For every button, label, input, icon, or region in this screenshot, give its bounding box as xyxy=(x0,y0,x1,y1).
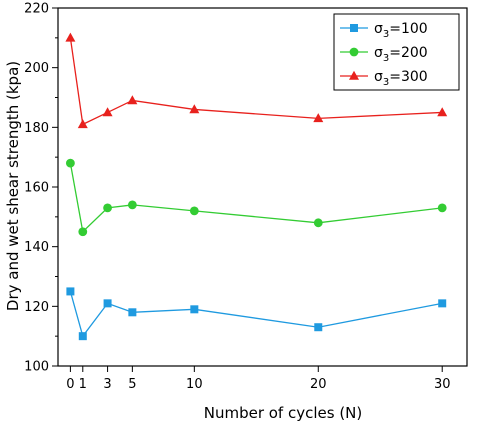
legend: σ3=100 σ3=200 σ3=300 xyxy=(333,13,460,91)
y-tick-label: 220 xyxy=(24,2,49,17)
data-point xyxy=(190,305,199,314)
data-point xyxy=(438,299,447,308)
series-2 xyxy=(65,158,447,237)
legend-item: σ3=100 xyxy=(340,21,428,40)
data-point xyxy=(66,287,75,296)
y-tick-label: 140 xyxy=(24,240,49,255)
data-point xyxy=(78,227,88,237)
series-3 xyxy=(65,32,448,129)
data-point xyxy=(78,332,87,341)
data-point xyxy=(314,323,323,332)
legend-marker xyxy=(349,70,359,80)
y-tick-label: 200 xyxy=(24,61,49,76)
legend-label: σ3=100 xyxy=(374,21,428,40)
y-tick-label: 120 xyxy=(24,300,49,315)
data-point xyxy=(65,158,75,168)
y-axis-ticks: 100 120 140 160 180 200 220 xyxy=(24,2,58,375)
y-tick-label: 180 xyxy=(24,121,49,136)
data-point xyxy=(437,107,448,117)
x-tick-label: 10 xyxy=(186,377,203,392)
legend-label: σ3=200 xyxy=(374,45,428,64)
series-layer xyxy=(65,32,448,341)
data-point xyxy=(128,308,137,317)
x-axis-label: Number of cycles (N) xyxy=(204,404,363,422)
y-tick-label: 100 xyxy=(24,360,49,375)
legend-marker xyxy=(350,24,358,32)
legend-item: σ3=300 xyxy=(340,69,428,88)
data-point xyxy=(313,113,324,123)
data-point xyxy=(65,32,76,42)
x-tick-label: 20 xyxy=(310,377,327,392)
data-point xyxy=(103,299,112,308)
data-point xyxy=(437,203,447,213)
data-point xyxy=(189,104,200,114)
x-tick-label: 30 xyxy=(434,377,451,392)
legend-item: σ3=200 xyxy=(340,45,428,64)
x-axis-ticks: 0 1 3 5 10 20 30 xyxy=(66,366,450,392)
data-point xyxy=(127,95,138,105)
y-axis-label: Dry and wet shear strength (kpa) xyxy=(4,61,22,311)
x-tick-label: 0 xyxy=(66,377,74,392)
data-point xyxy=(127,200,137,210)
data-point xyxy=(313,218,323,228)
legend-label: σ3=300 xyxy=(374,69,428,88)
legend-marker xyxy=(349,47,359,57)
data-point xyxy=(77,119,88,129)
y-tick-label: 160 xyxy=(24,181,49,196)
series-line xyxy=(69,291,443,338)
series-1 xyxy=(66,287,447,341)
x-tick-label: 3 xyxy=(103,377,111,392)
x-tick-label: 5 xyxy=(128,377,136,392)
data-point xyxy=(189,206,199,216)
series-line xyxy=(69,163,443,234)
data-point xyxy=(102,107,113,117)
data-point xyxy=(103,203,112,213)
x-tick-label: 1 xyxy=(79,377,87,392)
